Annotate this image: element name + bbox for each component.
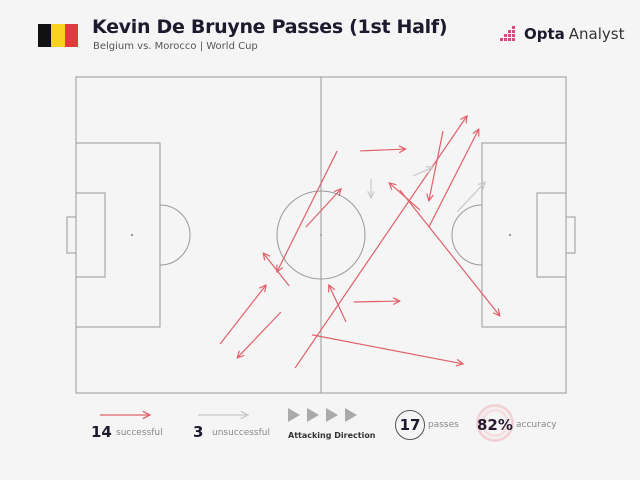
unsuccessful-count: 3 [193,423,204,441]
successful-pass-arrow [312,334,463,364]
left-goal [66,216,77,254]
accuracy-value: 82% [477,416,513,434]
successful-pass-arrow [429,130,444,201]
successful-pass-arrow [277,150,338,272]
right-penalty-spot [508,233,512,237]
unsuccessful-label: unsuccessful [212,428,270,438]
successful-arrow-icon [100,408,154,422]
left-penalty-arc [159,204,191,266]
successful-pass-arrow [263,253,290,287]
unsuccessful-pass-arrow [412,167,433,177]
passes-label: passes [428,420,459,430]
successful-pass-arrow [219,285,266,345]
opta-analyst-logo: Opta Analyst [500,25,624,43]
left-penalty-spot [130,233,134,237]
logo-bold-text: Opta [524,25,565,43]
pass-map [66,76,576,394]
successful-pass-arrow [399,189,500,316]
centre-spot [320,234,322,236]
left-penalty-box [75,142,161,328]
flag-stripe [51,24,65,47]
logo-dots-icon [500,26,515,41]
successful-count: 14 [91,423,112,441]
attacking-direction-label: Attacking Direction [288,431,376,440]
unsuccessful-pass-arrow [456,182,485,213]
flag-stripe [38,24,52,47]
right-penalty-arc [451,204,483,266]
page-title: Kevin De Bruyne Passes (1st Half) [92,16,448,38]
right-penalty-box [481,142,567,328]
successful-pass-arrow [360,149,406,151]
attacking-direction-icon [288,408,357,422]
belgium-flag [38,24,78,47]
successful-pass-arrow [237,311,282,358]
centre-circle [276,190,366,280]
right-goal [565,216,576,254]
accuracy-label: accuracy [516,420,557,430]
pitch-lines [66,76,576,394]
legend: 14 successful 3 unsuccessful Attacking D… [0,400,640,460]
flag-stripe [64,24,78,47]
passes-badge: 17 [395,410,425,440]
successful-pass-arrow [305,189,341,228]
successful-pass-arrow [329,285,347,323]
successful-pass-arrow [428,129,479,228]
logo-text: Analyst [568,25,625,43]
passes-count: 17 [399,416,421,434]
successful-pass-arrow [353,301,400,302]
passes-layer [219,116,500,369]
successful-label: successful [116,428,163,438]
successful-pass-arrow [294,116,467,369]
page-subtitle: Belgium vs. Morocco | World Cup [93,41,258,52]
unsuccessful-arrow-icon [198,408,252,422]
left-six-yard-box [75,192,106,278]
right-six-yard-box [536,192,567,278]
accuracy-ring-icon [476,404,514,442]
